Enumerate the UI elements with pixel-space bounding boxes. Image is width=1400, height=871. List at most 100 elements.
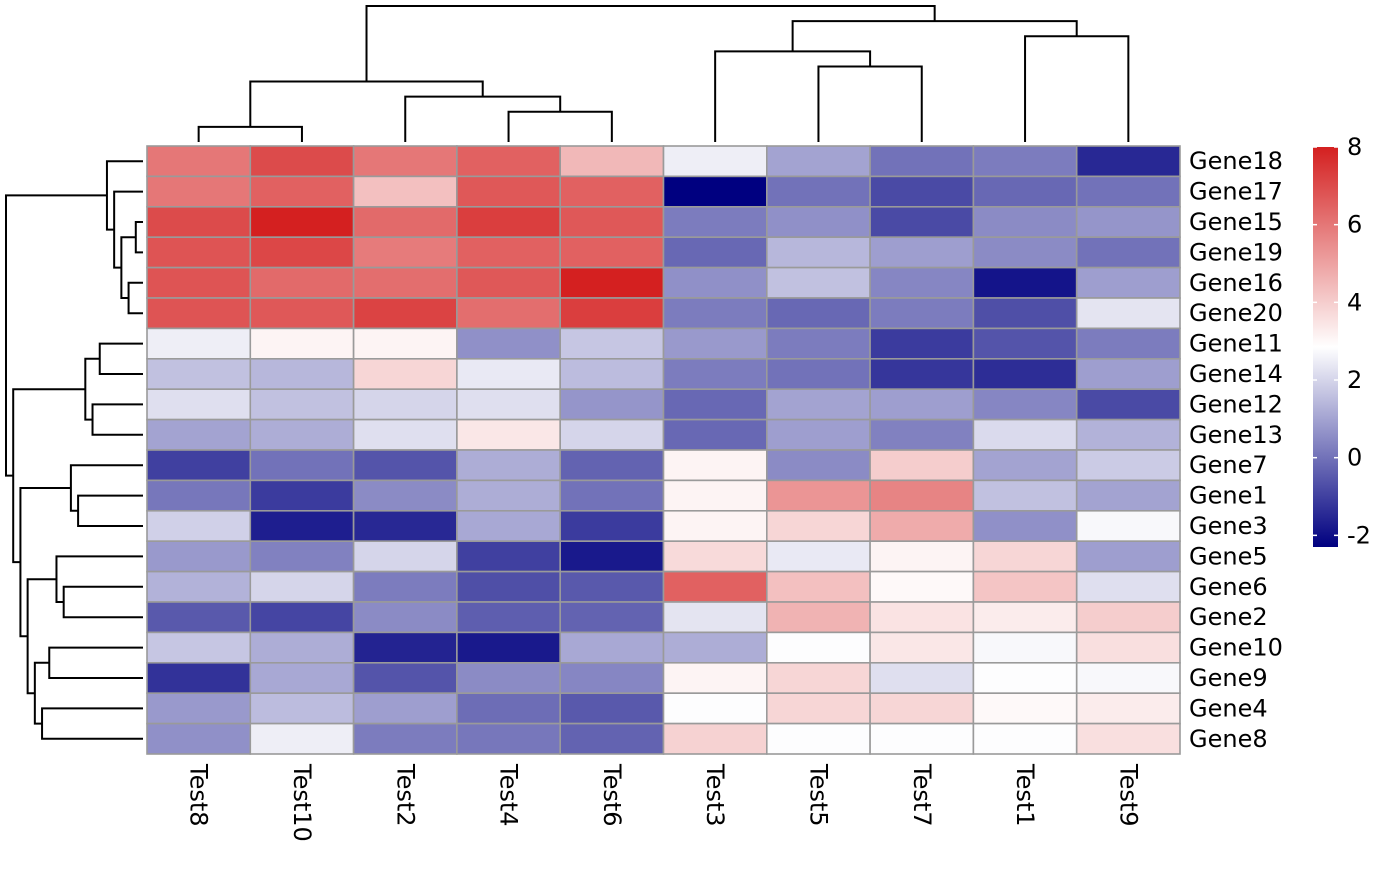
heatmap-cell [146, 388, 252, 421]
dendrogram-branch [714, 50, 872, 142]
color-legend: 8 6 4 2 0 -2 [1313, 133, 1371, 549]
heatmap-cell [765, 661, 871, 694]
heatmap-cell [1075, 418, 1181, 451]
heatmap-cell [765, 327, 871, 360]
heatmap-cell [765, 570, 871, 603]
heatmap-cell [146, 145, 252, 178]
heatmap-cell [559, 327, 665, 360]
heatmap-cell [972, 692, 1078, 725]
column-label: Test10 [288, 763, 316, 842]
heatmap-cell [249, 509, 355, 542]
heatmap-cell [972, 357, 1078, 390]
heatmap-cell [352, 327, 458, 360]
heatmap-cell [456, 175, 561, 208]
heatmap-cell [352, 692, 458, 725]
heatmap-cell [662, 601, 768, 634]
heatmap-cell [559, 661, 665, 694]
row-label: Gene14 [1189, 360, 1283, 388]
heatmap-cell [765, 206, 871, 239]
heatmap-cell [352, 661, 458, 694]
heatmap-cell [972, 479, 1078, 512]
heatmap-cell [456, 692, 561, 725]
heatmap-cell [559, 266, 665, 299]
dendrogram-branch [5, 194, 107, 477]
dendrogram-branch [404, 95, 562, 142]
heatmap-cell [662, 540, 768, 573]
row-label: Gene6 [1189, 573, 1268, 601]
row-label: Gene17 [1189, 178, 1283, 206]
heatmap-cell [456, 418, 561, 451]
row-label: Gene1 [1189, 482, 1268, 510]
heatmap-cell [456, 236, 561, 269]
colorbar-tick-label: -2 [1347, 521, 1371, 549]
dendrogram-branch [817, 65, 923, 142]
row-label: Gene18 [1189, 147, 1283, 175]
heatmap-cell [1075, 175, 1181, 208]
dendrogram-branch [249, 80, 484, 127]
heatmap-cell [249, 175, 355, 208]
heatmap-cell [869, 266, 975, 299]
heatmap-cell [352, 570, 458, 603]
heatmap-cell [1075, 479, 1181, 512]
heatmap-cell [1075, 601, 1181, 634]
heatmap-cell [869, 661, 975, 694]
dendrogram-branch [105, 160, 143, 231]
row-label: Gene13 [1189, 421, 1283, 449]
heatmap-cell [146, 266, 252, 299]
heatmap-cell [869, 236, 975, 269]
heatmap-cell [1075, 570, 1181, 603]
heatmap-cell [456, 297, 561, 330]
heatmap-cell [456, 327, 561, 360]
dendrogram-branch [127, 281, 143, 315]
heatmap-cell [662, 266, 768, 299]
heatmap-cell [1075, 145, 1181, 178]
heatmap-cell [352, 540, 458, 573]
heatmap-cell [249, 266, 355, 299]
heatmap-cell [765, 297, 871, 330]
heatmap-cell [249, 479, 355, 512]
heatmap-cell [352, 418, 458, 451]
heatmap-cell [352, 601, 458, 634]
heatmap-cell [146, 661, 252, 694]
heatmap-cell [972, 206, 1078, 239]
heatmap-cell [972, 631, 1078, 664]
heatmap-cell [1075, 449, 1181, 482]
heatmap-cell [146, 449, 252, 482]
column-labels: Test8 Test10 Test2 Test4 Test6 Test3 Test5 Test… [185, 763, 1143, 842]
heatmap-cell [662, 509, 768, 542]
heatmap-cell [249, 449, 355, 482]
heatmap-cell [765, 722, 871, 755]
dendrogram-branch [48, 646, 143, 679]
heatmap-cell [249, 661, 355, 694]
heatmap-cell [249, 388, 355, 421]
row-label: Gene4 [1189, 694, 1268, 722]
heatmap-cell [972, 388, 1078, 421]
heatmap-cell [1075, 206, 1181, 239]
heatmap-cell [1075, 722, 1181, 755]
heatmap-cell [559, 388, 665, 421]
heatmap-cell [146, 692, 252, 725]
heatmap-cell [146, 206, 252, 239]
heatmap-cell [765, 145, 871, 178]
heatmap-cell [972, 661, 1078, 694]
heatmap-cell [765, 601, 871, 634]
heatmap-cell [352, 509, 458, 542]
heatmap-cell [662, 631, 768, 664]
heatmap-cell [146, 631, 252, 664]
row-label: Gene11 [1189, 330, 1283, 358]
column-label: Test1 [1011, 763, 1039, 827]
heatmap-cell [456, 266, 561, 299]
heatmap-cell [146, 357, 252, 390]
colorbar-tick-label: 4 [1347, 288, 1362, 316]
dendrogram-branch [12, 388, 86, 564]
heatmap-cell [662, 449, 768, 482]
heatmap-cell [765, 449, 871, 482]
heatmap-cell [765, 357, 871, 390]
heatmap-cell [972, 601, 1078, 634]
heatmap-cell [869, 540, 975, 573]
heatmap-cell [456, 570, 561, 603]
heatmap-cell [662, 297, 768, 330]
heatmap-cell [869, 418, 975, 451]
